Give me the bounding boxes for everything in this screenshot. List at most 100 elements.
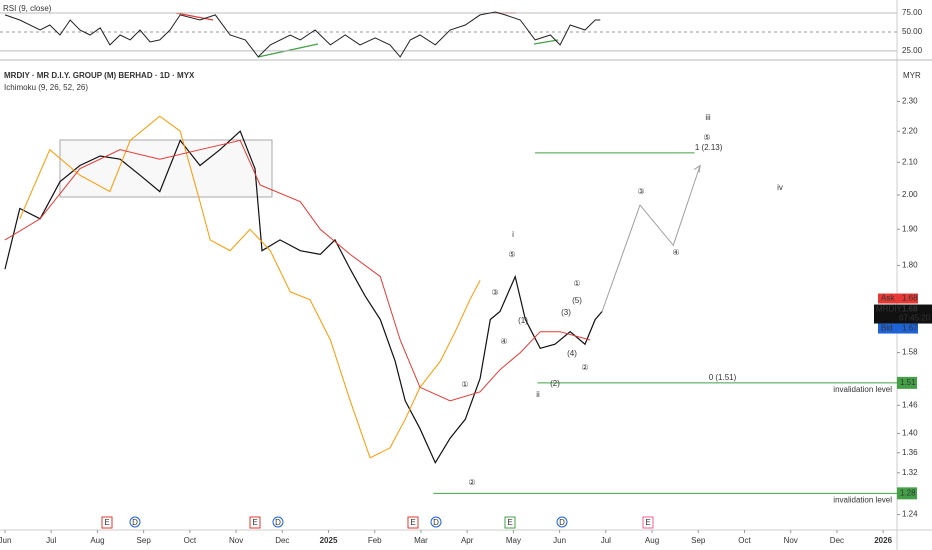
ask-label: Ask	[881, 294, 895, 303]
ask-tag	[878, 293, 918, 304]
x-tick-label: Dec	[275, 536, 289, 545]
wave-label: iii	[705, 113, 711, 122]
event-label: D	[275, 518, 281, 527]
event-label: E	[104, 518, 109, 527]
event-label: E	[410, 518, 415, 527]
y-tick-label: 1.36	[902, 448, 918, 457]
x-tick-label: 2026	[874, 536, 892, 545]
x-tick-label: Mar	[414, 536, 428, 545]
price-tag-label: 1.28	[900, 488, 916, 497]
x-tick-label: Sep	[137, 536, 152, 545]
y-tick-label: 2.10	[902, 157, 918, 166]
symbol-title: MRDIY · MR D.I.Y. GROUP (M) BERHAD · 1D …	[4, 71, 195, 80]
y-tick-label: 2.00	[902, 190, 918, 199]
wave-label: ①	[573, 279, 580, 288]
series-line	[4, 11, 601, 58]
rsi-tick-label: 25.00	[902, 46, 923, 55]
x-tick-label: Oct	[738, 536, 751, 545]
x-tick-label: Jun	[553, 536, 566, 545]
range-box	[59, 139, 273, 198]
event-label: D	[559, 518, 565, 527]
event-icon	[129, 516, 141, 528]
x-tick-label: Nov	[784, 536, 798, 545]
level-label: 1 (2.13)	[695, 143, 723, 152]
wave-label: (2)	[550, 379, 560, 388]
x-tick-label: Aug	[90, 536, 104, 545]
wave-label: iv	[777, 183, 783, 192]
x-tick-label: Sep	[691, 536, 706, 545]
event-icon	[430, 516, 442, 528]
ask-value: 1.68	[902, 294, 918, 303]
event-icon	[556, 516, 568, 528]
event-icon	[249, 516, 261, 529]
y-tick-label: 1.46	[902, 400, 918, 409]
event-label: E	[252, 518, 257, 527]
x-tick-label: Aug	[645, 536, 659, 545]
wave-label: (4)	[567, 349, 577, 358]
event-icon	[504, 516, 516, 529]
y-tick-label: 1.90	[902, 224, 918, 233]
last-value: 1.68	[902, 305, 918, 314]
wave-label: i	[512, 230, 514, 239]
x-tick-label: Jul	[46, 536, 56, 545]
price-tag	[897, 487, 917, 500]
level-label: 0 (1.51)	[709, 373, 737, 382]
x-tick-label: Jun	[0, 536, 11, 545]
wave-label: ②	[581, 363, 588, 372]
y-tick-label: 1.32	[902, 468, 918, 477]
invalidation-label: invalidation level	[833, 495, 892, 504]
bid-label: Bid	[881, 324, 893, 333]
x-tick-label: Jul	[601, 536, 611, 545]
rsi-tick-label: 75.00	[902, 8, 923, 17]
rsi-divergence	[533, 39, 559, 45]
event-icon	[101, 516, 113, 529]
y-tick-label: 2.20	[902, 126, 918, 135]
series-line	[19, 115, 481, 459]
x-tick-label: Oct	[184, 536, 197, 545]
series-line	[4, 139, 591, 402]
x-tick-label: Nov	[229, 536, 243, 545]
symbol-label: MRDIY	[876, 305, 902, 314]
event-label: D	[132, 518, 138, 527]
x-tick-label: Dec	[830, 536, 844, 545]
last-tag	[874, 304, 932, 324]
event-icon	[272, 516, 284, 528]
series-line	[601, 165, 701, 312]
wave-label: ③	[637, 187, 644, 196]
y-tick-label: 2.30	[902, 97, 918, 106]
x-tick-label: May	[506, 536, 521, 545]
countdown: 07:45:20	[899, 314, 931, 323]
currency: MYR	[903, 71, 921, 80]
wave-label: (5)	[572, 296, 582, 305]
wave-label: ④	[672, 248, 679, 257]
indicator-title: Ichimoku (9, 26, 52, 26)	[4, 83, 88, 92]
wave-label: ③	[491, 288, 498, 297]
event-icon	[407, 516, 419, 529]
event-label: E	[507, 518, 512, 527]
bid-tag	[878, 323, 918, 334]
price-tag-label: 1.51	[900, 378, 916, 387]
wave-label: ii	[536, 390, 540, 399]
y-tick-label: 1.40	[902, 429, 918, 438]
wave-label: ⑤	[703, 133, 710, 142]
wave-label: (1)	[518, 316, 528, 325]
x-tick-label: Apr	[461, 536, 474, 545]
y-tick-label: 1.24	[902, 510, 918, 519]
event-icon	[642, 516, 654, 529]
y-tick-label: 1.58	[902, 348, 918, 357]
price-tag	[897, 376, 917, 389]
wave-label: ②	[468, 478, 475, 487]
wave-label: ⑤	[508, 250, 515, 259]
rsi-title: RSI (9, close)	[3, 4, 52, 13]
wave-label: ④	[500, 337, 507, 346]
invalidation-label: invalidation level	[833, 385, 892, 394]
wave-label: (3)	[561, 308, 571, 317]
rsi-tick-label: 50.00	[902, 27, 923, 36]
wave-label: ①	[461, 380, 468, 389]
event-label: D	[433, 518, 439, 527]
x-tick-label: Feb	[368, 536, 382, 545]
bid-value: 1.67	[902, 324, 918, 333]
event-label: E	[645, 518, 650, 527]
rsi-divergence	[175, 12, 214, 21]
